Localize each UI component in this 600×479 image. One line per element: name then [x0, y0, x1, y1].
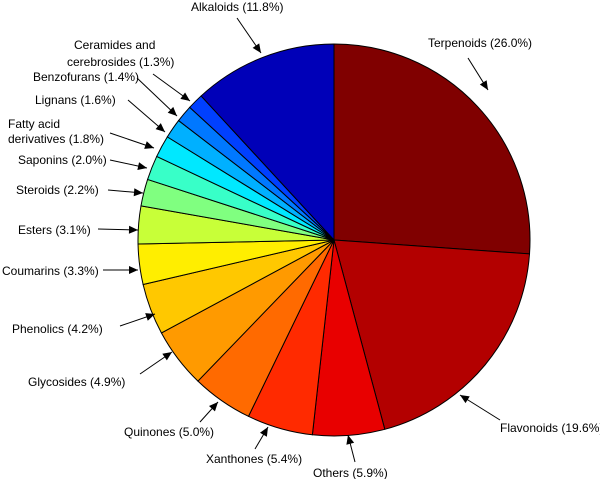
- slice-label-ceramides-and-cerebrosides-line-2: cerebrosides (1.3%): [67, 55, 174, 69]
- slice-label-steroids: Steroids (2.2%): [16, 183, 99, 197]
- slice-label-glycosides: Glycosides (4.9%): [28, 375, 125, 389]
- arrowhead-benzofurans: [167, 106, 177, 116]
- arrowhead-fatty-acid-derivatives: [144, 141, 154, 149]
- slice-label-phenolics: Phenolics (4.2%): [12, 322, 103, 336]
- arrowhead-steroids: [133, 188, 143, 197]
- arrowhead-terpenoids: [479, 80, 488, 90]
- slice-label-benzofurans: Benzofurans (1.4%): [33, 70, 139, 84]
- arrowhead-coumarins: [129, 266, 138, 274]
- slice-label-ceramides-and-cerebrosides-line-1: Ceramides and: [74, 38, 155, 52]
- slice-label-lignans: Lignans (1.6%): [35, 93, 116, 107]
- slice-label-alkaloids: Alkaloids (11.8%): [191, 0, 283, 14]
- slice-label-terpenoids: Terpenoids (26.0%): [428, 36, 532, 50]
- label-arrows: [97, 17, 501, 463]
- slice-label-others: Others (5.9%): [313, 466, 388, 479]
- arrowhead-phenolics: [145, 313, 155, 321]
- pie-slice-flavonoids: [333, 239, 531, 430]
- slice-label-esters: Esters (3.1%): [18, 223, 91, 237]
- slice-label-coumarins: Coumarins (3.3%): [2, 264, 99, 278]
- arrowhead-flavonoids: [460, 395, 470, 404]
- arrowhead-others: [346, 435, 355, 445]
- slice-label-fatty-acid-derivatives-line-1: Fatty acid: [8, 117, 60, 131]
- arrowhead-xanthones: [259, 427, 268, 437]
- arrowhead-quinones: [209, 402, 218, 412]
- arrowhead-lignans: [155, 123, 165, 132]
- slice-label-flavonoids: Flavonoids (19.6%): [500, 421, 600, 435]
- pie-slice-alkaloids: [200, 43, 335, 242]
- arrow-benzofurans: [136, 77, 178, 117]
- arrowhead-saponins: [137, 162, 147, 171]
- slice-label-xanthones: Xanthones (5.4%): [206, 452, 302, 466]
- arrowhead-esters: [128, 225, 138, 234]
- slice-label-saponins: Saponins (2.0%): [18, 153, 107, 167]
- pie-slices: [137, 43, 531, 437]
- arrowhead-alkaloids: [252, 43, 261, 53]
- slice-label-quinones: Quinones (5.0%): [124, 425, 214, 439]
- arrowhead-glycosides: [162, 352, 172, 361]
- arrowhead-ceramides-and-cerebrosides: [180, 92, 190, 101]
- slice-label-fatty-acid-derivatives-line-2: derivatives (1.8%): [8, 132, 104, 146]
- pie-slice-terpenoids: [333, 43, 531, 255]
